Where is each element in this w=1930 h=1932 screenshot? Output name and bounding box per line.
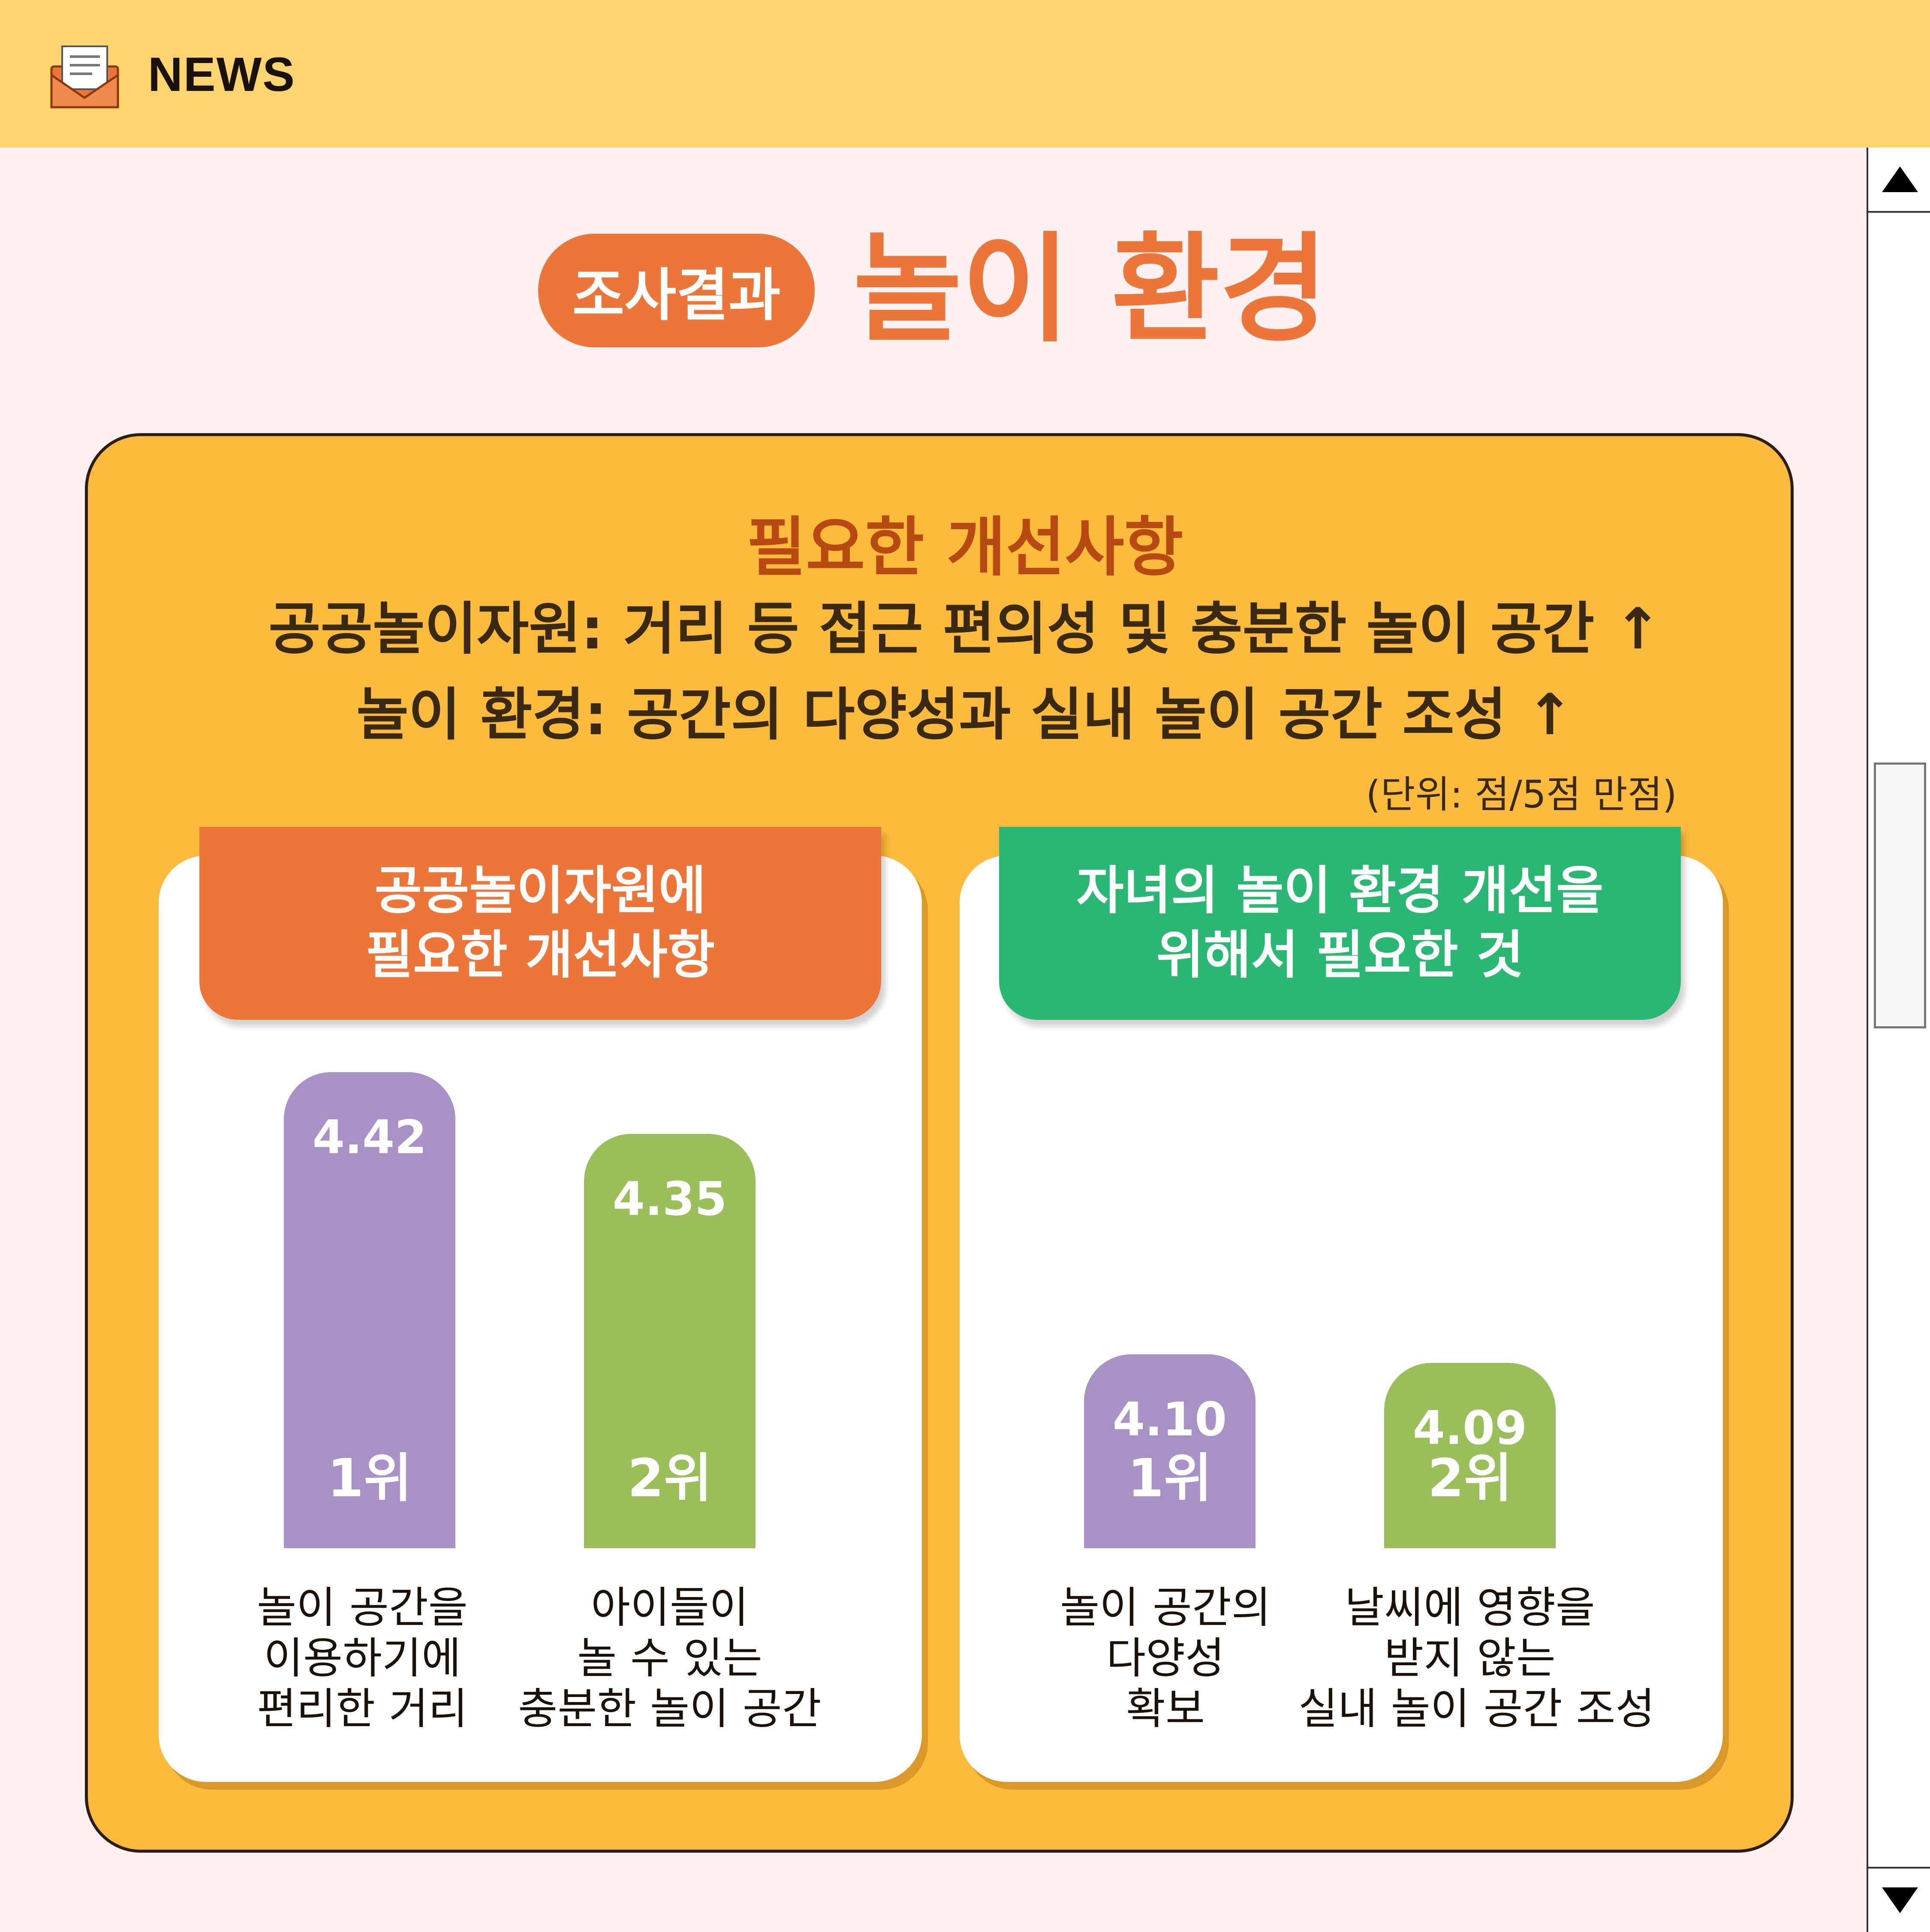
chart-title-play-environment: 자녀의 놀이 환경 개선을 위해서 필요한 것 (999, 827, 1681, 1020)
bar-value-label: 4.35 (612, 1172, 727, 1226)
bar-value-label: 4.09 (1412, 1402, 1527, 1456)
category-label-public-2: 아이들이 놀 수 있는 충분한 놀이 공간 (498, 1582, 841, 1734)
envelope-icon (50, 45, 119, 109)
bar-environment-rank-2: 4.09 2위 (1384, 1363, 1556, 1548)
category-label-line: 받지 않는 (1384, 1633, 1556, 1683)
brand-label: NEWS (148, 48, 295, 101)
top-bar: NEWS (0, 0, 1930, 148)
scroll-up-button[interactable] (1867, 148, 1930, 213)
bar-rank-label: 2위 (1427, 1447, 1512, 1509)
category-label-line: 놀 수 있는 (577, 1633, 762, 1683)
category-label-line: 놀이 공간의 (1060, 1582, 1271, 1633)
chart-title-public-resources: 공공놀이자원에 필요한 개선사항 (199, 827, 881, 1020)
bar-rank-label: 1위 (1127, 1447, 1212, 1509)
category-label-line: 충분한 놀이 공간 (518, 1684, 822, 1734)
category-label-line: 이용하기에 (264, 1633, 461, 1683)
bar-public-rank-1: 4.42 1위 (284, 1072, 455, 1548)
scrollbar-track[interactable] (1867, 148, 1930, 1930)
category-label-public-1: 놀이 공간을 이용하기에 편리한 거리 (191, 1582, 534, 1734)
chart-title-line: 공공놀이자원에 (374, 861, 706, 921)
category-label-environment-2: 날씨에 영향을 받지 않는 실내 놀이 공간 조성 (1298, 1582, 1655, 1734)
bar-public-rank-2: 4.35 2위 (584, 1133, 756, 1548)
scroll-down-button[interactable] (1867, 1867, 1930, 1932)
headline-public-resources: 공공놀이자원: 거리 등 접근 편의성 및 충분한 놀이 공간 ↑ (268, 596, 1662, 662)
triangle-up-icon (1882, 166, 1918, 192)
unit-note: (단위: 점/5점 만점) (1366, 772, 1677, 817)
category-label-line: 아이들이 (591, 1582, 749, 1633)
headline-title: 필요한 개선사항 (747, 510, 1183, 585)
bar-value-label: 4.42 (312, 1111, 427, 1164)
chart-title-line: 위해서 필요한 것 (1156, 925, 1524, 985)
section-tag: 조사결과 (538, 234, 815, 347)
category-label-environment-1: 놀이 공간의 다양성 확보 (994, 1582, 1337, 1734)
bar-rank-label: 1위 (327, 1448, 412, 1509)
category-label-line: 다양성 (1106, 1633, 1225, 1683)
category-label-line: 실내 놀이 공간 조성 (1298, 1684, 1655, 1734)
category-label-line: 놀이 공간을 (257, 1582, 468, 1633)
bar-rank-label: 2위 (627, 1447, 712, 1509)
chart-title-line: 필요한 개선사항 (365, 925, 715, 985)
scrollbar-thumb[interactable] (1874, 763, 1926, 1028)
chart-title-line: 자녀의 놀이 환경 개선을 (1076, 861, 1604, 921)
category-label-line: 날씨에 영향을 (1345, 1582, 1595, 1633)
category-label-line: 편리한 거리 (257, 1684, 468, 1734)
bar-value-label: 4.10 (1112, 1392, 1227, 1447)
headline-play-environment: 놀이 환경: 공간의 다양성과 실내 놀이 공간 조성 ↑ (356, 682, 1574, 748)
triangle-down-icon (1882, 1887, 1918, 1913)
category-label-line: 확보 (1126, 1684, 1205, 1734)
page-title: 놀이 환경 (853, 221, 1328, 358)
bar-environment-rank-1: 4.10 1위 (1084, 1354, 1256, 1548)
